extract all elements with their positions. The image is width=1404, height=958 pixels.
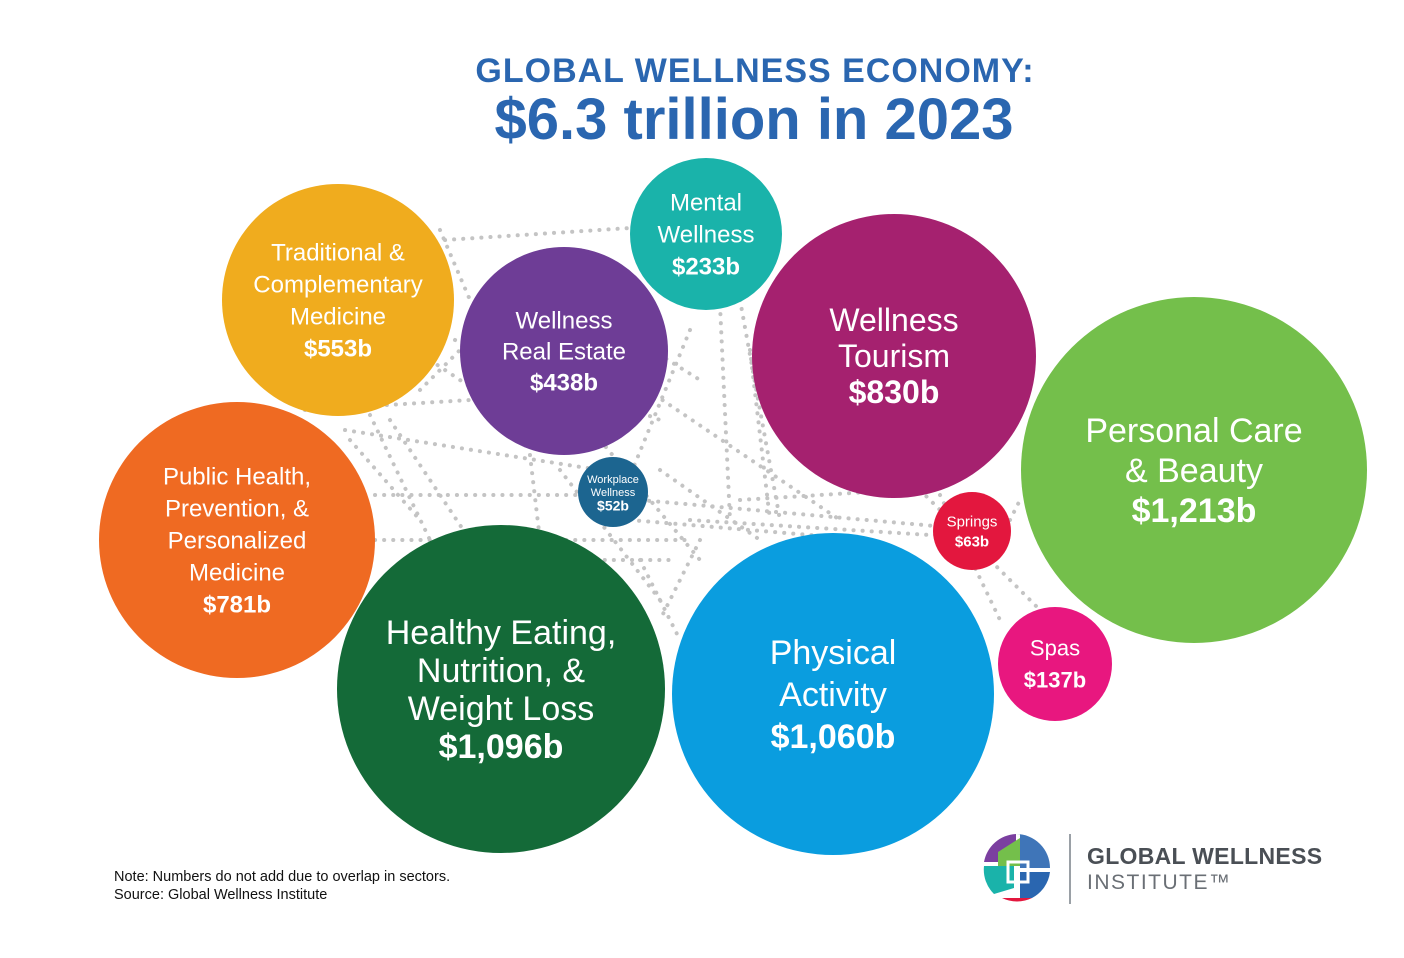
bubble-value-label: $137b	[1024, 668, 1086, 693]
connector-lines	[303, 226, 1042, 642]
bubble-circle	[998, 607, 1112, 721]
bubble: Springs $63b	[933, 492, 1011, 570]
connector-line	[738, 488, 902, 502]
bubble-label: Public Health,	[163, 463, 311, 490]
logo-title: GLOBAL WELLNESS	[1087, 843, 1323, 869]
bubble-circle	[222, 184, 454, 416]
bubble-label: Nutrition, &	[417, 652, 585, 690]
bubble: Personal Care& Beauty$1,213b	[1021, 297, 1367, 643]
connector-line	[418, 348, 462, 392]
bubble: Traditional & Complementary Medicine $553b	[222, 184, 454, 416]
bubble-label: Wellness	[829, 302, 958, 338]
gwi-logo-icon	[983, 834, 1050, 902]
bubble-circle	[578, 457, 648, 527]
bubble-label: Healthy Eating,	[386, 614, 617, 652]
chart-subtitle: $6.3 trillion in 2023	[494, 87, 1014, 152]
bubble-circle	[672, 533, 994, 855]
note-text: Note: Numbers do not add due to overlap …	[114, 869, 451, 885]
bubble-value-label: $781b	[203, 591, 271, 618]
source-text: Source: Global Wellness Institute	[114, 887, 328, 903]
connector-line	[748, 348, 772, 522]
bubbles-layer: Personal Care& Beauty$1,213b Healthy Eati…	[99, 158, 1367, 855]
bubble: Spas $137b	[998, 607, 1112, 721]
bubble-label: Activity	[779, 676, 887, 714]
bubble: Healthy Eating,Nutrition, &Weight Loss$1…	[337, 525, 665, 853]
connector-line	[638, 498, 982, 532]
bubble-label: Personal Care	[1085, 412, 1302, 450]
connector-line	[348, 438, 422, 522]
connector-line	[558, 468, 662, 602]
connector-line	[718, 303, 732, 522]
bubble-value-label: $52b	[597, 497, 629, 513]
bubble-circle	[337, 525, 665, 853]
bubble-label: Medicine	[290, 303, 386, 330]
bubble: Physical Activity $1,060b	[672, 533, 994, 855]
bubble-label: Weight Loss	[408, 690, 594, 728]
bubble: Public Health, Prevention, & Personalized M…	[99, 402, 375, 678]
bubble-label: Prevention, &	[165, 495, 309, 522]
bubble-label: Springs	[947, 513, 998, 530]
connector-line	[528, 453, 542, 542]
connector-line	[388, 418, 472, 542]
connector-line	[438, 228, 472, 302]
bubble-circle	[99, 402, 375, 678]
bubble-label: Wellness	[516, 307, 613, 334]
bubble-label: Tourism	[838, 338, 950, 374]
bubble-value-label: $1,213b	[1132, 492, 1257, 530]
bubble-circle	[630, 158, 782, 310]
connector-line	[658, 468, 762, 542]
bubble-value-label: $1,096b	[439, 728, 564, 766]
connector-line	[688, 518, 1012, 542]
bubble-label: Physical	[770, 634, 897, 672]
bubble-label: Workplace	[587, 474, 639, 486]
connector-line	[653, 393, 842, 522]
bubble-circle	[752, 214, 1036, 498]
bubble-value-label: $1,060b	[771, 718, 896, 756]
bubble-label: Wellness	[591, 487, 636, 499]
bubble-circle	[933, 492, 1011, 570]
bubble-label: Real Estate	[502, 338, 626, 365]
bubble-value-label: $63b	[955, 533, 989, 550]
bubble-label: Mental	[670, 189, 742, 216]
connector-line	[343, 428, 602, 472]
bubble-circle	[460, 247, 668, 455]
bubble-value-label: $830b	[849, 374, 940, 410]
connector-line	[1008, 498, 1022, 522]
chart-title: GLOBAL WELLNESS ECONOMY:	[475, 52, 1035, 90]
bubble: Mental Wellness $233b	[630, 158, 782, 310]
bubble-label: Wellness	[658, 221, 755, 248]
bubble-value-label: $553b	[304, 335, 372, 362]
bubble: Wellness Real Estate $438b	[460, 247, 668, 455]
logo-divider	[1069, 834, 1071, 904]
connector-line	[443, 226, 632, 242]
bubble-label: Complementary	[253, 271, 422, 298]
bubble-label: Traditional &	[271, 239, 405, 266]
bubble-label: & Beauty	[1125, 452, 1263, 490]
bubble-value-label: $233b	[672, 253, 740, 280]
bubble-value-label: $438b	[530, 369, 598, 396]
bubble-label: Spas	[1030, 636, 1080, 661]
chart-footnote: Note: Numbers do not add due to overlap …	[114, 868, 450, 904]
connector-line	[738, 298, 782, 522]
logo-subtitle: INSTITUTE™	[1087, 871, 1232, 894]
bubble-label: Medicine	[189, 559, 285, 586]
connector-line	[658, 538, 702, 622]
bubble-circle	[1021, 297, 1367, 643]
connector-line	[638, 558, 682, 642]
bubble-label: Personalized	[168, 527, 307, 554]
